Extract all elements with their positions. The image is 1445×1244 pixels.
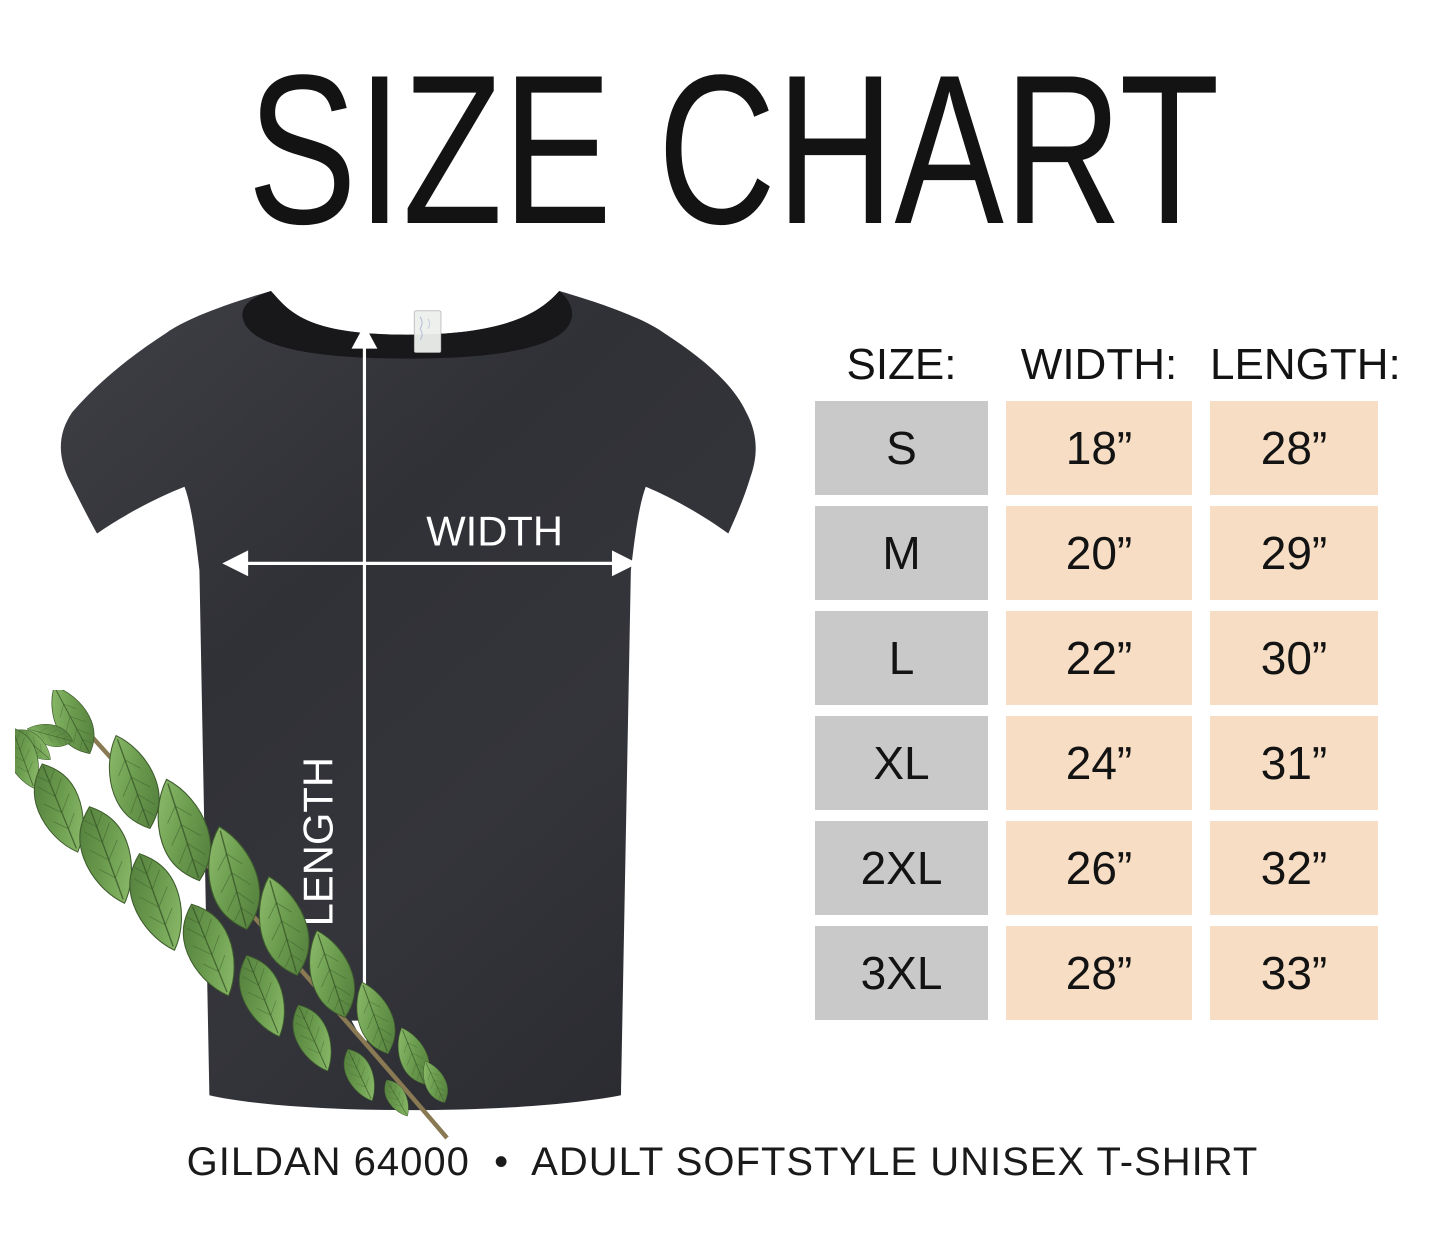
svg-text:WIDTH: WIDTH <box>426 507 563 554</box>
